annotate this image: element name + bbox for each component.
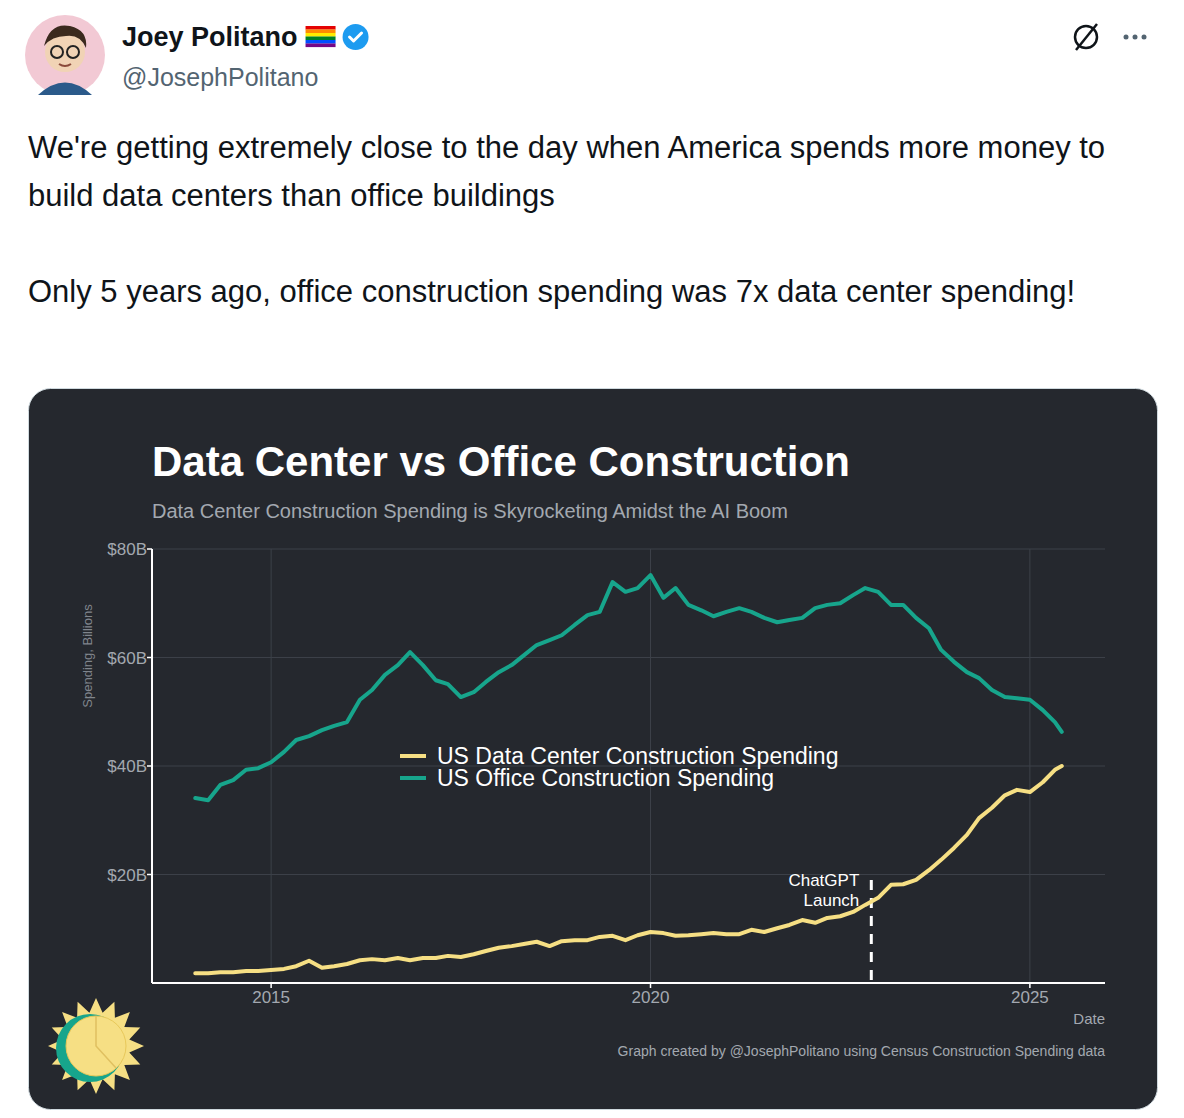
avatar-mouth [59, 64, 71, 66]
grid-line [152, 657, 1105, 658]
x-axis-title: Date [1073, 1010, 1105, 1027]
legend: US Data Center Construction SpendingUS O… [400, 743, 838, 791]
grid-line [152, 549, 1105, 550]
pride-flag [306, 26, 336, 47]
flag-stripe [306, 44, 336, 48]
avatar-hair [44, 25, 86, 48]
y-tick-label: $20B [107, 866, 147, 885]
x-tick-label: 2015 [252, 988, 290, 1007]
avatar-glasses [51, 46, 63, 58]
chart-caption: Graph created by @JosephPolitano using C… [618, 1043, 1106, 1059]
grid-line [152, 874, 1105, 875]
flag-stripe [306, 30, 336, 34]
y-tick-label: $40B [107, 757, 147, 776]
avatar-bg [25, 15, 105, 95]
logo-rays [48, 998, 144, 1094]
more-dots [1142, 35, 1147, 40]
x-tick-label: 2020 [632, 988, 670, 1007]
more-dots [1124, 35, 1129, 40]
flag-stripe [306, 33, 336, 37]
series-line [195, 575, 1062, 800]
chart-title: Data Center vs Office Construction [152, 438, 850, 485]
chart-card [29, 389, 1158, 1110]
logo-sun [66, 1016, 126, 1076]
tweet-text: We're getting extremely close to the day… [28, 124, 1138, 220]
author-handle: @JosephPolitano [122, 63, 318, 91]
author-name: Joey Politano [122, 22, 298, 52]
chart-subtitle: Data Center Construction Spending is Sky… [152, 500, 788, 522]
verified-badge [343, 24, 369, 50]
grid-line [1029, 549, 1030, 983]
y-axis-title: Spending, Billions [80, 604, 95, 708]
page: Joey Politano @JosephPolitano Data Center … [0, 0, 1184, 1118]
more-dots [1133, 35, 1138, 40]
legend-label: US Office Construction Spending [437, 765, 774, 791]
avatar-glasses [67, 46, 79, 58]
avatar-shirt [38, 83, 92, 96]
legend-swatch [400, 754, 426, 758]
flag-stripe [306, 37, 336, 41]
x-axis-line [152, 982, 1105, 984]
series-line [195, 766, 1062, 973]
plot-area [195, 575, 1062, 983]
y-tick [147, 548, 152, 550]
flag-stripe [306, 40, 336, 44]
logo-detail [96, 1016, 116, 1068]
tweet-text: Only 5 years ago, office construction sp… [28, 268, 1138, 316]
x-tick-label: 2025 [1011, 988, 1049, 1007]
y-tick [147, 874, 152, 876]
legend-swatch [400, 776, 426, 780]
y-tick-label: $60B [107, 649, 147, 668]
y-tick [147, 657, 152, 659]
logo [48, 998, 144, 1094]
annotation-label-line: Launch [804, 891, 860, 910]
y-tick-label: $80B [107, 540, 147, 559]
avatar [25, 15, 105, 95]
y-tick [147, 765, 152, 767]
annotation-label-line: ChatGPT [788, 871, 859, 890]
verified-check [350, 33, 362, 41]
grok-icon [1076, 24, 1097, 50]
annotation-label: ChatGPTLaunch [788, 871, 859, 910]
grid-line [271, 549, 272, 983]
flag-stripe [306, 26, 336, 30]
annotation-line [870, 880, 873, 983]
